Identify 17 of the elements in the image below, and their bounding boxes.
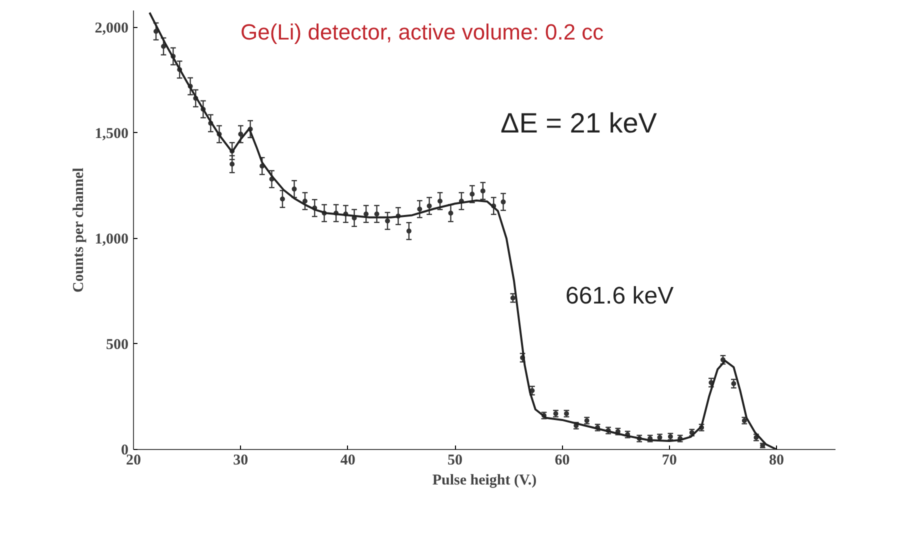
- x-tick-label: 70: [662, 452, 677, 468]
- y-tick-label: 2,000: [94, 20, 128, 36]
- y-tick-label: 0: [121, 442, 128, 458]
- x-axis-title: Pulse height (V.): [432, 472, 537, 488]
- annotation: 661.6 keV: [566, 282, 674, 310]
- y-tick-label: 1,000: [94, 231, 128, 248]
- x-tick-label: 80: [769, 452, 784, 468]
- x-tick-label: 50: [448, 452, 463, 468]
- annotation: Ge(Li) detector, active volume: 0.2 cc: [240, 20, 604, 44]
- x-tick-label: 30: [233, 452, 248, 468]
- x-tick-label: 20: [126, 452, 141, 468]
- annotation: ΔE = 21 keV: [500, 108, 658, 138]
- x-tick-label: 40: [340, 452, 356, 468]
- y-tick-label: 1,500: [94, 126, 128, 142]
- x-tick-label: 60: [554, 452, 570, 468]
- y-tick-label: 500: [106, 336, 128, 353]
- y-axis-title: Counts per channel: [70, 168, 87, 293]
